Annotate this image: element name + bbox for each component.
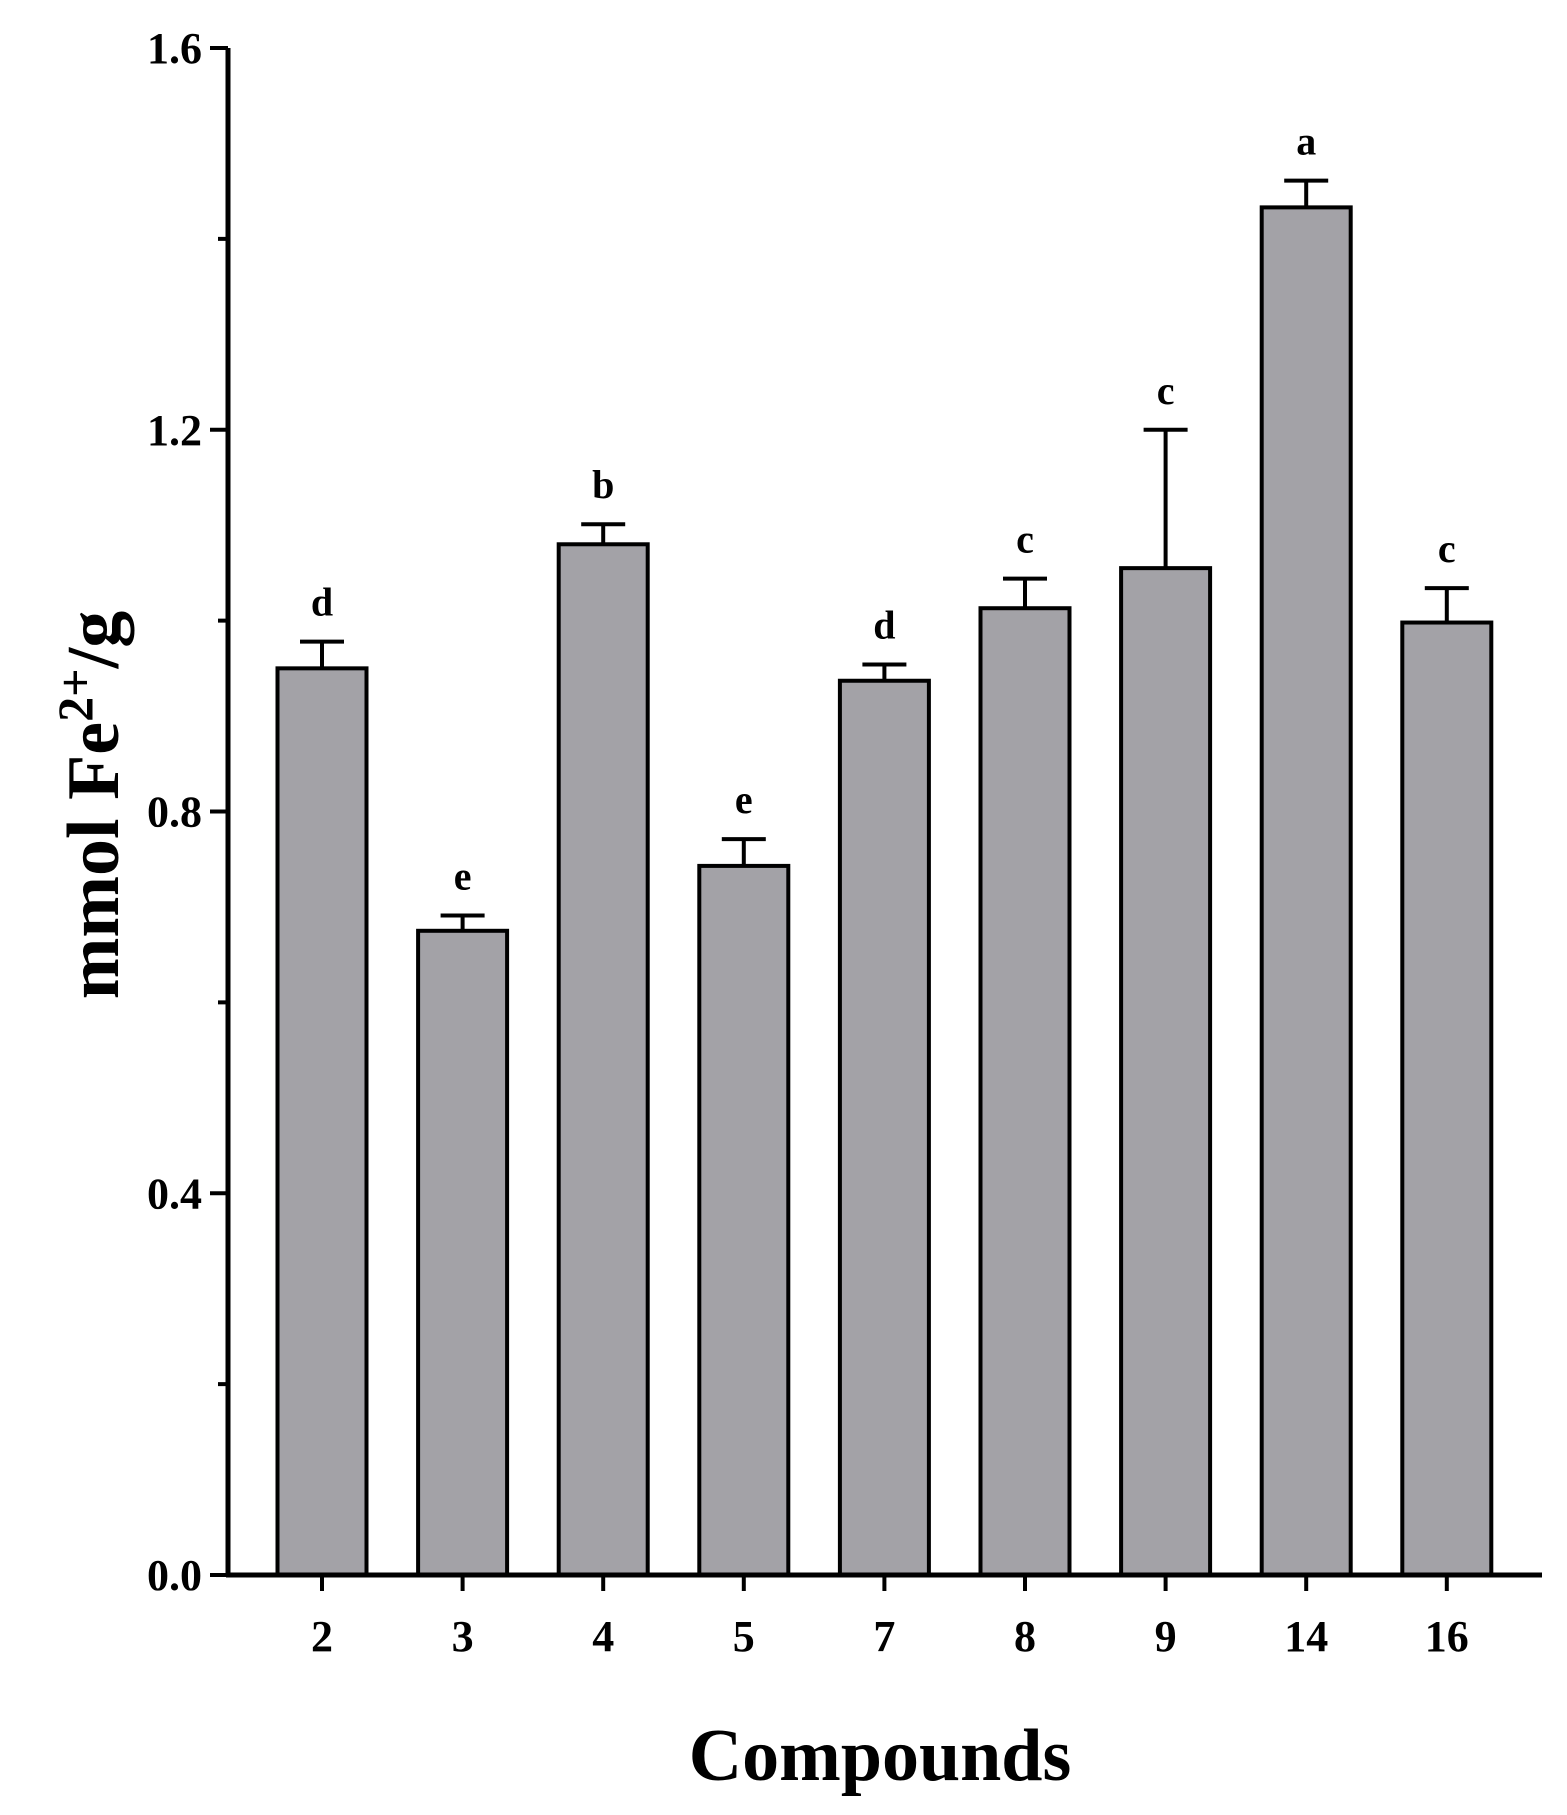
x-tick-label-9: 9 (1155, 1612, 1177, 1661)
x-tick-label-7: 7 (873, 1612, 895, 1661)
significance-letter-9: c (1157, 368, 1175, 413)
bar-7 (837, 678, 931, 1577)
significance-letter-8: c (1016, 517, 1034, 562)
significance-letter-16: c (1438, 526, 1456, 571)
y-axis-title-suffix: /g (53, 611, 135, 670)
x-tick-label-14: 14 (1284, 1612, 1328, 1661)
y-axis-title-superscript: 2+ (47, 668, 103, 722)
x-tick-label-16: 16 (1425, 1612, 1469, 1661)
significance-letter-5: e (735, 777, 753, 822)
significance-letter-4: b (592, 462, 614, 507)
significance-letters-layer: d e b e d c c a c (311, 119, 1456, 899)
significance-letter-3: e (454, 854, 472, 899)
y-tick-label-0.4: 0.4 (147, 1169, 202, 1218)
y-axis-title: mmol Fe2+/g (47, 611, 135, 999)
significance-letter-14: a (1296, 119, 1316, 164)
significance-letter-2: d (311, 580, 333, 625)
y-axis-title-prefix: mmol Fe (53, 722, 135, 999)
x-tick-label-4: 4 (592, 1612, 614, 1661)
bar-4 (556, 542, 650, 1577)
x-axis-title: Compounds (689, 1715, 1072, 1797)
y-tick-label-1.6: 1.6 (147, 24, 202, 73)
x-tick-label-8: 8 (1014, 1612, 1036, 1661)
bar-2 (275, 666, 369, 1577)
bar-9 (1119, 566, 1213, 1577)
x-tick-label-2: 2 (311, 1612, 333, 1661)
bar-8 (978, 606, 1072, 1577)
bar-5 (697, 863, 791, 1577)
ticks-layer: 2 3 4 5 7 8 9 14 16 0.0 0.4 0.8 1.2 1.6 (147, 24, 1469, 1661)
x-tick-label-5: 5 (733, 1612, 755, 1661)
x-tick-label-3: 3 (452, 1612, 474, 1661)
y-tick-label-0.0: 0.0 (147, 1551, 202, 1600)
bar-16 (1400, 620, 1494, 1577)
significance-letter-7: d (873, 603, 895, 648)
bar-14 (1259, 205, 1353, 1578)
y-tick-label-1.2: 1.2 (147, 406, 202, 455)
y-tick-label-0.8: 0.8 (147, 788, 202, 837)
error-bars-layer (300, 178, 1469, 931)
bar-3 (416, 928, 510, 1577)
